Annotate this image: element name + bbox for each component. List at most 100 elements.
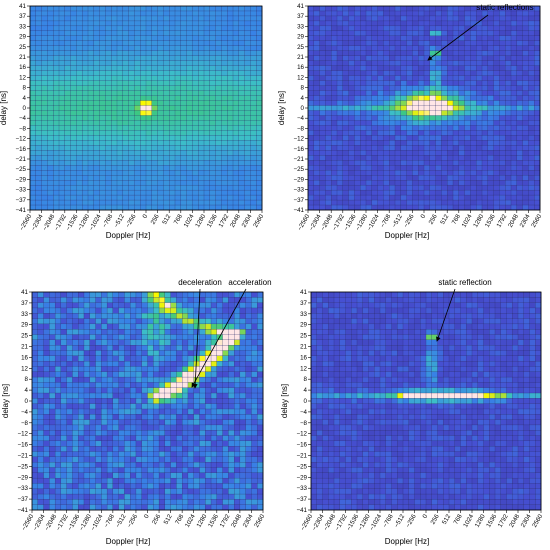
- heatmap-cell: [153, 483, 160, 490]
- heatmap-cell: [95, 435, 102, 442]
- heatmap-cell: [528, 115, 535, 121]
- x-tick-label: 256: [150, 213, 162, 226]
- heatmap-cell: [82, 35, 89, 42]
- heatmap-cell: [140, 95, 147, 101]
- heatmap-cell: [458, 125, 465, 131]
- heatmap-cell: [371, 65, 378, 72]
- heatmap-cell: [423, 199, 431, 206]
- heatmap-cell: [106, 424, 114, 431]
- heatmap-cell: [476, 184, 483, 191]
- heatmap-cell: [238, 100, 245, 106]
- heatmap-cell: [72, 371, 79, 378]
- heatmap-cell: [499, 120, 506, 126]
- heatmap-cell: [72, 451, 79, 458]
- heatmap-cell: [534, 95, 541, 101]
- heatmap-cell: [313, 155, 320, 161]
- heatmap-cell: [245, 334, 252, 341]
- heatmap-cell: [49, 366, 56, 373]
- heatmap-cell: [400, 60, 407, 67]
- heatmap-cell: [412, 189, 419, 196]
- heatmap-cell: [429, 204, 436, 211]
- heatmap-cell: [78, 345, 85, 351]
- heatmap-cell: [53, 145, 60, 151]
- heatmap-cell: [169, 35, 176, 42]
- heatmap-cell: [394, 189, 402, 196]
- heatmap-cell: [116, 120, 124, 126]
- heatmap-cell: [47, 25, 54, 32]
- heatmap-cell: [174, 45, 182, 52]
- heatmap-cell: [210, 451, 218, 458]
- heatmap-cell: [145, 40, 153, 47]
- heatmap-cell: [238, 65, 245, 72]
- heatmap-cell: [505, 189, 512, 196]
- heatmap-cell: [47, 105, 54, 111]
- heatmap-cell: [203, 160, 211, 166]
- heatmap-cell: [452, 85, 460, 91]
- heatmap-cell: [122, 25, 129, 32]
- heatmap-cell: [481, 199, 489, 206]
- heatmap-cell: [203, 105, 211, 111]
- heatmap-cell: [418, 30, 425, 37]
- heatmap-cell: [29, 204, 37, 211]
- heatmap-cell: [251, 318, 258, 325]
- heatmap-cell: [187, 376, 195, 383]
- heatmap-cell: [458, 204, 465, 211]
- heatmap-cell: [99, 120, 106, 126]
- heatmap-cell: [505, 35, 512, 42]
- heatmap-cell: [37, 483, 44, 490]
- heatmap-cell: [331, 15, 338, 22]
- heatmap-cell: [43, 291, 50, 298]
- heatmap-cell: [89, 334, 96, 341]
- heatmap-cell: [331, 80, 338, 86]
- heatmap-cell: [222, 456, 229, 463]
- heatmap-cell: [124, 334, 131, 341]
- heatmap-cell: [256, 5, 263, 12]
- heatmap-cell: [423, 60, 431, 67]
- heatmap-cell: [499, 105, 506, 111]
- heatmap-cell: [522, 155, 529, 161]
- heatmap-cell: [336, 135, 344, 141]
- heatmap-cell: [192, 145, 199, 151]
- heatmap-cell: [151, 25, 158, 32]
- heatmap-cell: [41, 115, 48, 121]
- heatmap-cell: [389, 10, 396, 17]
- heatmap-cell: [101, 430, 108, 436]
- heatmap-cell: [99, 145, 106, 151]
- heatmap-cell: [111, 30, 118, 37]
- heatmap-cell: [111, 170, 118, 176]
- heatmap-cell: [452, 45, 460, 52]
- heatmap-cell: [78, 456, 85, 463]
- heatmap-cell: [493, 85, 500, 91]
- heatmap-cell: [203, 85, 211, 91]
- heatmap-cell: [31, 371, 39, 378]
- heatmap-cell: [238, 25, 245, 32]
- heatmap-cell: [227, 15, 234, 22]
- heatmap-cell: [216, 345, 223, 351]
- heatmap-cell: [122, 95, 129, 101]
- heatmap-cell: [76, 110, 83, 116]
- heatmap-cell: [205, 366, 212, 373]
- heatmap-cell: [250, 189, 257, 196]
- heatmap-cell: [423, 160, 431, 166]
- heatmap-cell: [360, 25, 367, 32]
- heatmap-cell: [377, 160, 384, 166]
- heatmap-cell: [325, 25, 332, 32]
- heatmap-cell: [331, 25, 338, 32]
- heatmap-cell: [464, 85, 471, 91]
- heatmap-cell: [29, 35, 37, 42]
- heatmap-cell: [193, 339, 200, 346]
- heatmap-cell: [313, 55, 320, 62]
- heatmap-cell: [170, 414, 177, 420]
- heatmap-cell: [78, 323, 85, 330]
- heatmap-cell: [307, 90, 315, 96]
- heatmap-cell: [60, 424, 67, 431]
- heatmap-cell: [447, 80, 454, 86]
- heatmap-cell: [105, 194, 112, 201]
- heatmap-cell: [325, 60, 332, 67]
- heatmap-cell: [164, 462, 171, 468]
- heatmap-cell: [371, 160, 378, 166]
- heatmap-cell: [54, 387, 62, 394]
- heatmap-cell: [510, 150, 518, 156]
- heatmap-cell: [250, 125, 257, 131]
- heatmap-cell: [124, 350, 131, 357]
